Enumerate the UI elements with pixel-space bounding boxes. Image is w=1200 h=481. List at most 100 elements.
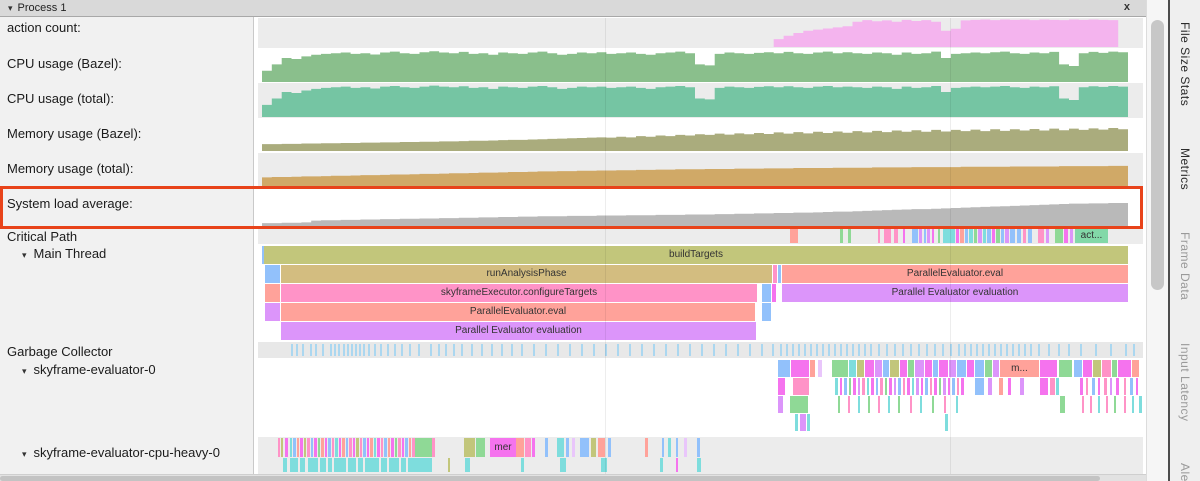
gc-event-tick[interactable] xyxy=(1095,344,1097,356)
trace-slice[interactable] xyxy=(975,360,984,377)
trace-slice[interactable] xyxy=(325,438,327,457)
trace-slice[interactable] xyxy=(1114,396,1116,413)
gc-event-tick[interactable] xyxy=(822,344,824,356)
trace-slice[interactable] xyxy=(867,378,869,395)
gc-event-tick[interactable] xyxy=(677,344,679,356)
trace-slice[interactable] xyxy=(894,378,896,395)
trace-slice[interactable] xyxy=(1010,229,1015,243)
trace-slice[interactable] xyxy=(773,265,777,283)
trace-slice[interactable] xyxy=(1020,378,1024,395)
trace-slice[interactable] xyxy=(916,378,919,395)
trace-slice[interactable] xyxy=(365,458,379,472)
gc-event-tick[interactable] xyxy=(557,344,559,356)
trace-slice[interactable] xyxy=(853,378,856,395)
gc-event-tick[interactable] xyxy=(786,344,788,356)
trace-slice[interactable] xyxy=(300,438,303,457)
gc-event-tick[interactable] xyxy=(846,344,848,356)
gc-event-tick[interactable] xyxy=(380,344,382,356)
trace-slice[interactable] xyxy=(778,378,785,395)
trace-slice[interactable] xyxy=(956,229,959,243)
trace-slice[interactable] xyxy=(415,438,432,457)
gc-event-tick[interactable] xyxy=(772,344,774,356)
gc-event-tick[interactable] xyxy=(792,344,794,356)
trace-slice[interactable] xyxy=(778,265,781,283)
trace-slice[interactable] xyxy=(293,438,296,457)
trace-slice[interactable] xyxy=(363,438,366,457)
trace-slice[interactable] xyxy=(389,458,399,472)
gc-event-tick[interactable] xyxy=(334,344,336,356)
trace-slice[interactable] xyxy=(939,378,941,395)
gc-event-tick[interactable] xyxy=(1125,344,1127,356)
trace-slice[interactable] xyxy=(370,438,373,457)
trace-slice[interactable] xyxy=(915,360,924,377)
gc-event-tick[interactable] xyxy=(1012,344,1014,356)
gc-event-tick[interactable] xyxy=(1038,344,1040,356)
trace-slice[interactable] xyxy=(1001,229,1004,243)
gc-event-tick[interactable] xyxy=(840,344,842,356)
memory-usage-total-chart[interactable] xyxy=(262,155,1128,186)
trace-slice[interactable] xyxy=(810,360,815,377)
trace-slice[interactable] xyxy=(1106,396,1108,413)
gc-event-tick[interactable] xyxy=(982,344,984,356)
trace-slice[interactable] xyxy=(334,458,346,472)
trace-slice[interactable] xyxy=(880,378,883,395)
trace-slice[interactable] xyxy=(910,396,912,413)
gc-event-tick[interactable] xyxy=(387,344,389,356)
trace-slice[interactable] xyxy=(545,438,548,457)
gc-event-tick[interactable] xyxy=(347,344,349,356)
track-label-skyframe-evaluator-0[interactable]: ▾ skyframe-evaluator-0 xyxy=(22,362,156,377)
trace-slice[interactable] xyxy=(969,229,973,243)
trace-slice[interactable] xyxy=(778,396,783,413)
trace-slice[interactable] xyxy=(903,229,905,243)
system-load-chart[interactable] xyxy=(262,190,1128,226)
gc-event-tick[interactable] xyxy=(870,344,872,356)
gc-event-tick[interactable] xyxy=(296,344,298,356)
trace-slice[interactable] xyxy=(1040,360,1057,377)
gc-event-tick[interactable] xyxy=(355,344,357,356)
trace-slice[interactable]: Parallel Evaluator evaluation xyxy=(782,284,1128,302)
trace-slice[interactable] xyxy=(960,229,964,243)
trace-slice[interactable] xyxy=(793,378,809,395)
trace-slice[interactable] xyxy=(965,229,968,243)
trace-slice[interactable] xyxy=(844,378,847,395)
trace-slice[interactable] xyxy=(912,229,918,243)
cpu-usage-total-chart[interactable] xyxy=(262,85,1128,117)
gc-event-tick[interactable] xyxy=(902,344,904,356)
trace-slice[interactable] xyxy=(265,303,280,321)
gc-event-tick[interactable] xyxy=(1058,344,1060,356)
trace-slice[interactable] xyxy=(878,396,880,413)
trace-slice[interactable] xyxy=(884,229,891,243)
trace-slice[interactable] xyxy=(465,458,470,472)
gc-event-tick[interactable] xyxy=(886,344,888,356)
trace-slice[interactable] xyxy=(1064,229,1068,243)
trace-slice[interactable] xyxy=(532,438,535,457)
trace-slice[interactable] xyxy=(894,229,898,243)
collapse-triangle-icon[interactable]: ▾ xyxy=(8,2,13,13)
trace-slice[interactable] xyxy=(857,360,864,377)
gc-event-tick[interactable] xyxy=(1030,344,1032,356)
trace-slice[interactable] xyxy=(1102,360,1111,377)
gc-event-tick[interactable] xyxy=(864,344,866,356)
gc-event-tick[interactable] xyxy=(761,344,763,356)
gc-event-tick[interactable] xyxy=(521,344,523,356)
trace-slice[interactable] xyxy=(402,438,404,457)
trace-slice[interactable] xyxy=(772,284,776,302)
trace-slice[interactable] xyxy=(790,396,808,413)
trace-slice[interactable] xyxy=(353,438,355,457)
trace-slice[interactable] xyxy=(790,229,798,243)
trace-slice[interactable] xyxy=(900,360,907,377)
trace-slice[interactable] xyxy=(849,378,851,395)
tab-file-size-stats[interactable]: File Size Stats xyxy=(1178,22,1192,107)
trace-slice[interactable] xyxy=(668,438,671,457)
trace-slice[interactable] xyxy=(967,360,974,377)
trace-slice[interactable] xyxy=(943,378,946,395)
trace-slice[interactable] xyxy=(838,396,840,413)
trace-slice[interactable] xyxy=(1132,396,1134,413)
trace-slice[interactable] xyxy=(580,438,589,457)
trace-slice[interactable] xyxy=(762,284,771,302)
gc-event-tick[interactable] xyxy=(368,344,370,356)
trace-slice[interactable] xyxy=(398,438,401,457)
trace-slice[interactable] xyxy=(957,360,966,377)
trace-slice[interactable] xyxy=(865,360,874,377)
trace-slice[interactable] xyxy=(1055,229,1063,243)
